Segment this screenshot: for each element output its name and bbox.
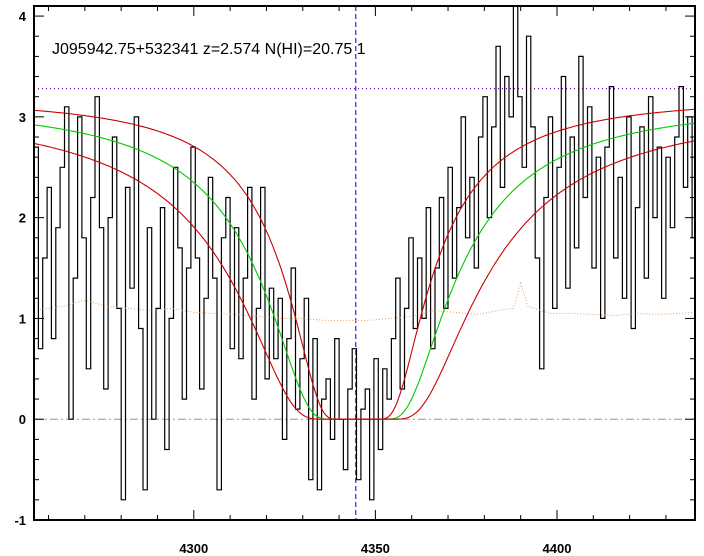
- series-fit-upper-bound: [34, 108, 695, 420]
- x-tick-label: 4300: [179, 541, 208, 556]
- y-tick-label: 0: [19, 412, 26, 427]
- y-tick-label: 3: [19, 110, 26, 125]
- y-tick-label: 1: [19, 311, 26, 326]
- series-flux: [34, 6, 695, 501]
- x-tick-label: 4350: [361, 541, 390, 556]
- y-tick-label: 4: [19, 9, 27, 24]
- y-tick-label: 2: [19, 211, 26, 226]
- chart-title: J095942.75+532341 z=2.574 N(HI)=20.75 1: [52, 41, 366, 58]
- plot-frame: [33, 5, 696, 521]
- y-tick-label: -1: [14, 513, 26, 528]
- x-tick-label: 4400: [543, 541, 572, 556]
